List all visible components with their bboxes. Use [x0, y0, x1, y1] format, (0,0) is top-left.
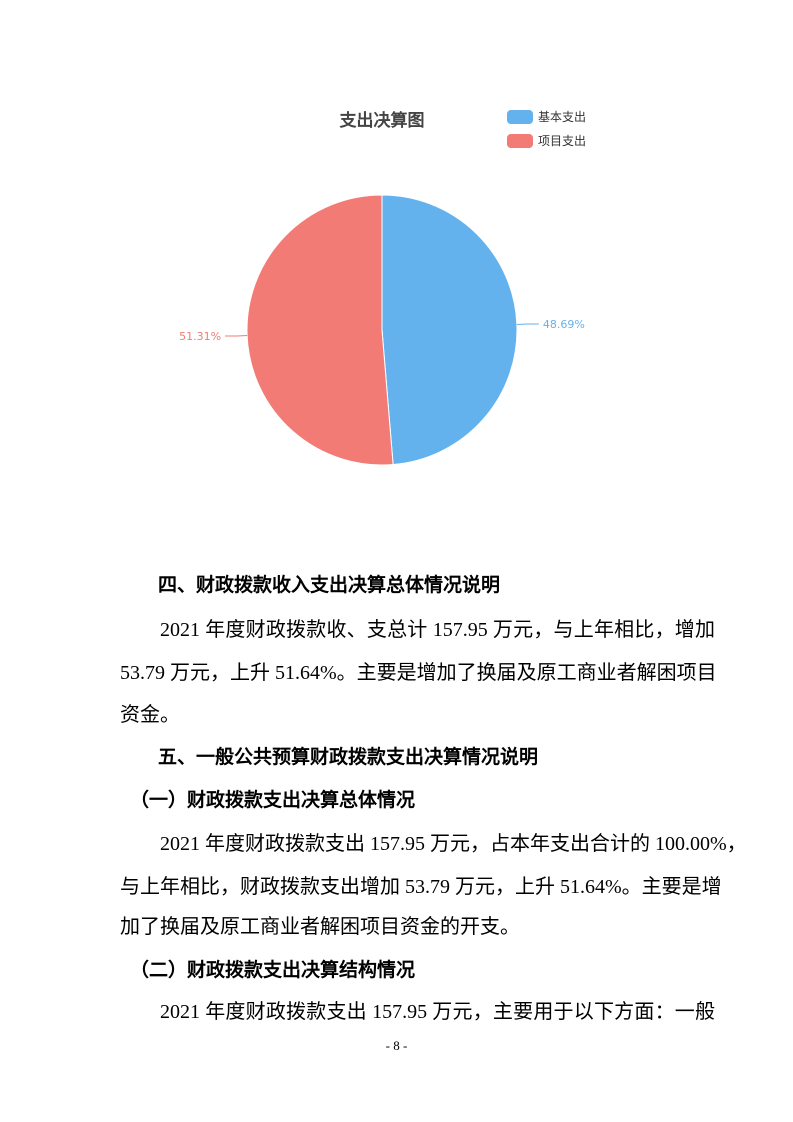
- heading-subsection-1: （一）财政拨款支出决算总体情况: [130, 789, 416, 811]
- legend-swatch[interactable]: [507, 110, 533, 124]
- pie-slice-1: [381, 194, 518, 466]
- paragraph-line: 2021 年度财政拨款支出 157.95 万元，主要用于以下方面：一般: [160, 1001, 715, 1023]
- paragraph-line: 资金。: [120, 704, 180, 726]
- data-label: 48.69%: [543, 318, 585, 331]
- legend-swatch[interactable]: [507, 134, 533, 148]
- heading-section-4: 四、财政拨款收入支出决算总体情况说明: [158, 574, 501, 596]
- paragraph-line: 53.79 万元，上升 51.64%。主要是增加了换届及原工商业者解困项目: [120, 662, 717, 684]
- data-label: 51.31%: [179, 330, 221, 343]
- paragraph-line: 2021 年度财政拨款支出 157.95 万元，占本年支出合计的 100.00%…: [160, 833, 747, 855]
- legend-label[interactable]: 基本支出: [538, 110, 586, 124]
- paragraph-line: 与上年相比，财政拨款支出增加 53.79 万元，上升 51.64%。主要是增: [120, 876, 722, 898]
- paragraph-line: 加了换届及原工商业者解困项目资金的开支。: [120, 916, 520, 938]
- paragraph-line: 2021 年度财政拨款收、支总计 157.95 万元，与上年相比，增加: [160, 619, 715, 641]
- heading-section-5: 五、一般公共预算财政拨款支出决算情况说明: [158, 746, 539, 768]
- page-number: - 8 -: [385, 1038, 408, 1053]
- chart-title: 支出决算图: [340, 110, 425, 131]
- legend-label[interactable]: 项目支出: [538, 134, 586, 148]
- heading-subsection-2: （二）财政拨款支出决算结构情况: [130, 959, 416, 981]
- pie-slice-2: [246, 194, 394, 466]
